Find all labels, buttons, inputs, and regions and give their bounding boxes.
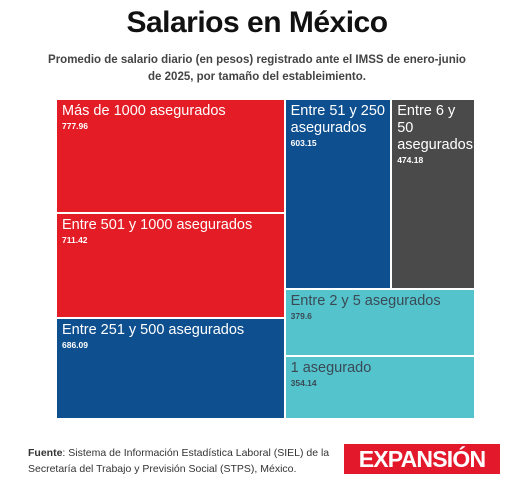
- treemap-cell-value: 711.42: [62, 235, 88, 246]
- treemap-cell-label: Más de 1000 asegurados 777.96: [62, 103, 281, 132]
- source-note: Fuente: Sistema de Información Estadísti…: [28, 445, 338, 477]
- treemap-cell-label: 1 asegurado 354.14: [291, 360, 471, 389]
- treemap-cell-label: Entre 6 y 50 asegurados 474.18: [397, 103, 473, 166]
- treemap-cell: Entre 501 y 1000 asegurados 711.42: [56, 213, 285, 319]
- treemap-cell-value: 379.6: [290, 311, 312, 322]
- treemap-cell-value: 603.15: [290, 138, 317, 148]
- treemap-cell-name: 1 asegurado: [290, 360, 372, 377]
- treemap-cell-label: Entre 251 y 500 asegurados 686.09: [62, 322, 281, 351]
- treemap-cell-value: 777.96: [62, 121, 88, 131]
- treemap-cell-label: Entre 501 y 1000 asegurados 711.42: [62, 217, 281, 246]
- treemap-cell: Entre 251 y 500 asegurados 686.09: [56, 318, 285, 419]
- treemap-cell-value: 474.18: [397, 155, 424, 165]
- treemap-cell-name: Entre 251 y 500 asegurados: [62, 322, 245, 339]
- treemap-cell-label: Entre 2 y 5 asegurados 379.6: [291, 293, 471, 322]
- expansion-logo: EXPANSIÓN: [344, 444, 500, 474]
- treemap-cell-value: 354.14: [290, 378, 317, 389]
- treemap-cell: Entre 2 y 5 asegurados 379.6: [284, 289, 475, 357]
- treemap-cell-value: 686.09: [62, 340, 88, 351]
- treemap-cell: Entre 6 y 50 asegurados 474.18: [391, 99, 475, 290]
- treemap-cell-name: Entre 6 y 50 asegurados: [397, 103, 473, 153]
- chart-title: Salarios en México: [126, 6, 388, 39]
- treemap-cell-label: Entre 51 y 250 asegurados 603.15: [291, 103, 388, 149]
- treemap-cell-name: Entre 51 y 250 asegurados: [290, 103, 385, 136]
- chart-subtitle: Promedio de salario diario (en pesos) re…: [48, 54, 466, 83]
- treemap-cell-name: Más de 1000 asegurados: [62, 103, 226, 119]
- source-label: Fuente: [28, 447, 63, 459]
- treemap-cell-name: Entre 2 y 5 asegurados: [290, 293, 441, 310]
- treemap: Más de 1000 asegurados 777.96 Entre 501 y …: [56, 99, 475, 419]
- treemap-cell: 1 asegurado 354.14: [284, 356, 475, 419]
- treemap-cell: Más de 1000 asegurados 777.96: [56, 99, 285, 214]
- treemap-cell: Entre 51 y 250 asegurados 603.15: [284, 99, 392, 290]
- treemap-cell-name: Entre 501 y 1000 asegurados: [62, 217, 253, 234]
- source-text: : Sistema de Información Estadística Lab…: [28, 447, 330, 475]
